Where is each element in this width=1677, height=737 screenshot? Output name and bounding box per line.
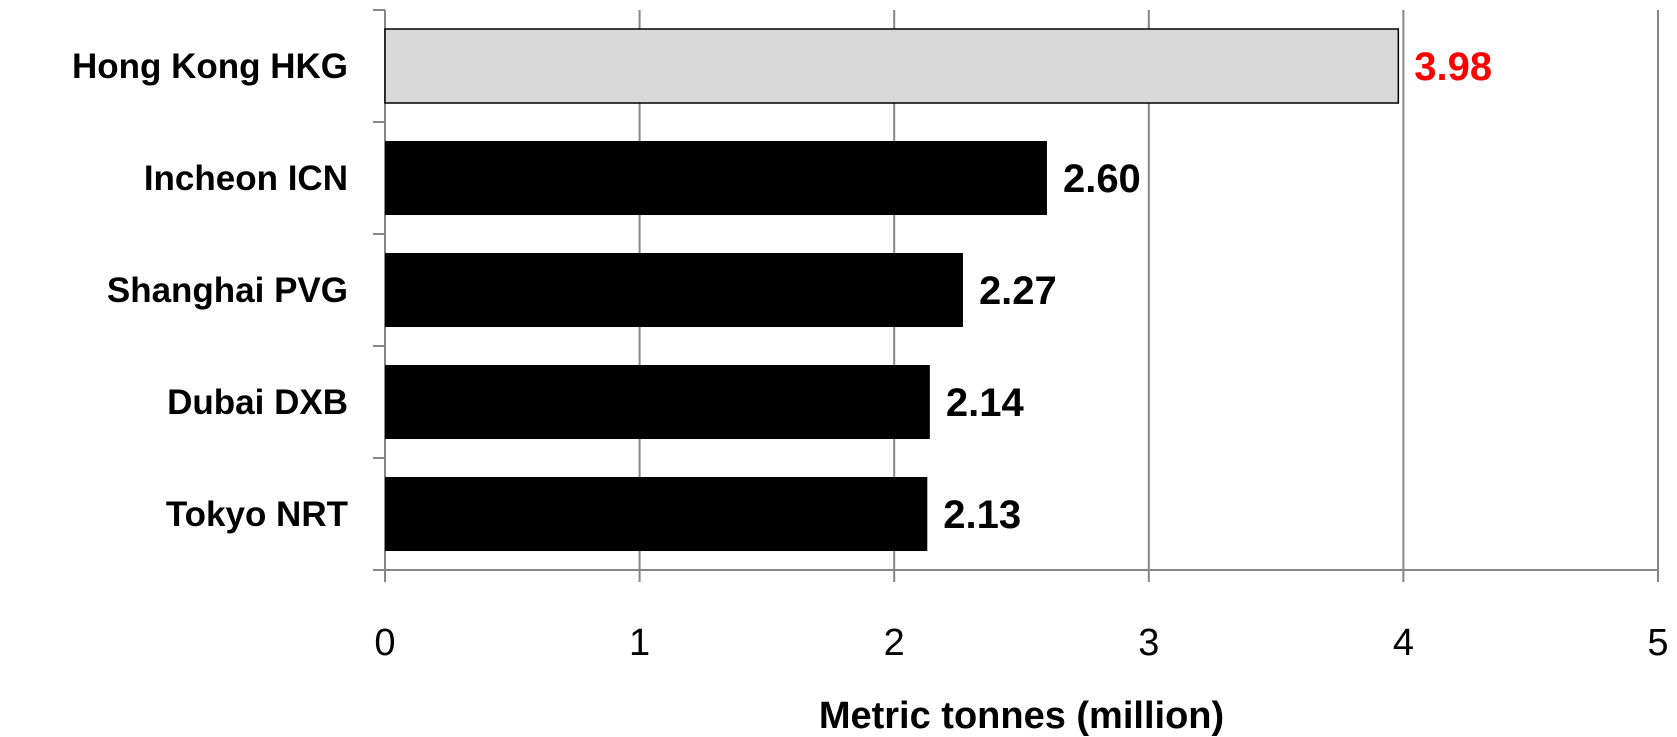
x-tick-label: 4 — [1393, 622, 1414, 664]
value-label: 2.27 — [979, 269, 1057, 313]
category-label: Tokyo NRT — [166, 495, 348, 534]
category-label: Dubai DXB — [167, 383, 348, 422]
x-tick-label: 2 — [884, 622, 905, 664]
x-axis-title: Metric tonnes (million) — [819, 695, 1224, 737]
bar — [385, 477, 928, 551]
value-label: 3.98 — [1414, 45, 1492, 89]
x-tick-label: 5 — [1647, 622, 1668, 664]
bars — [384, 28, 1400, 551]
bar — [385, 253, 963, 327]
bar — [385, 141, 1047, 215]
value-label: 2.13 — [943, 493, 1021, 537]
x-tick-labels: 0 1 2 3 4 5 — [374, 622, 1668, 664]
x-tick-label: 0 — [374, 622, 395, 664]
value-labels: 3.98 2.60 2.27 2.14 2.13 — [943, 45, 1492, 537]
category-label: Shanghai PVG — [107, 271, 348, 310]
value-label: 2.60 — [1063, 157, 1141, 201]
bar — [385, 365, 930, 439]
x-tick-label: 1 — [629, 622, 650, 664]
category-label: Hong Kong HKG — [72, 47, 348, 86]
x-tick-label: 3 — [1138, 622, 1159, 664]
bar — [384, 28, 1400, 104]
category-labels: Hong Kong HKG Incheon ICN Shanghai PVG Duba… — [72, 47, 348, 534]
value-label: 2.14 — [946, 381, 1025, 425]
category-label: Incheon ICN — [144, 159, 348, 198]
